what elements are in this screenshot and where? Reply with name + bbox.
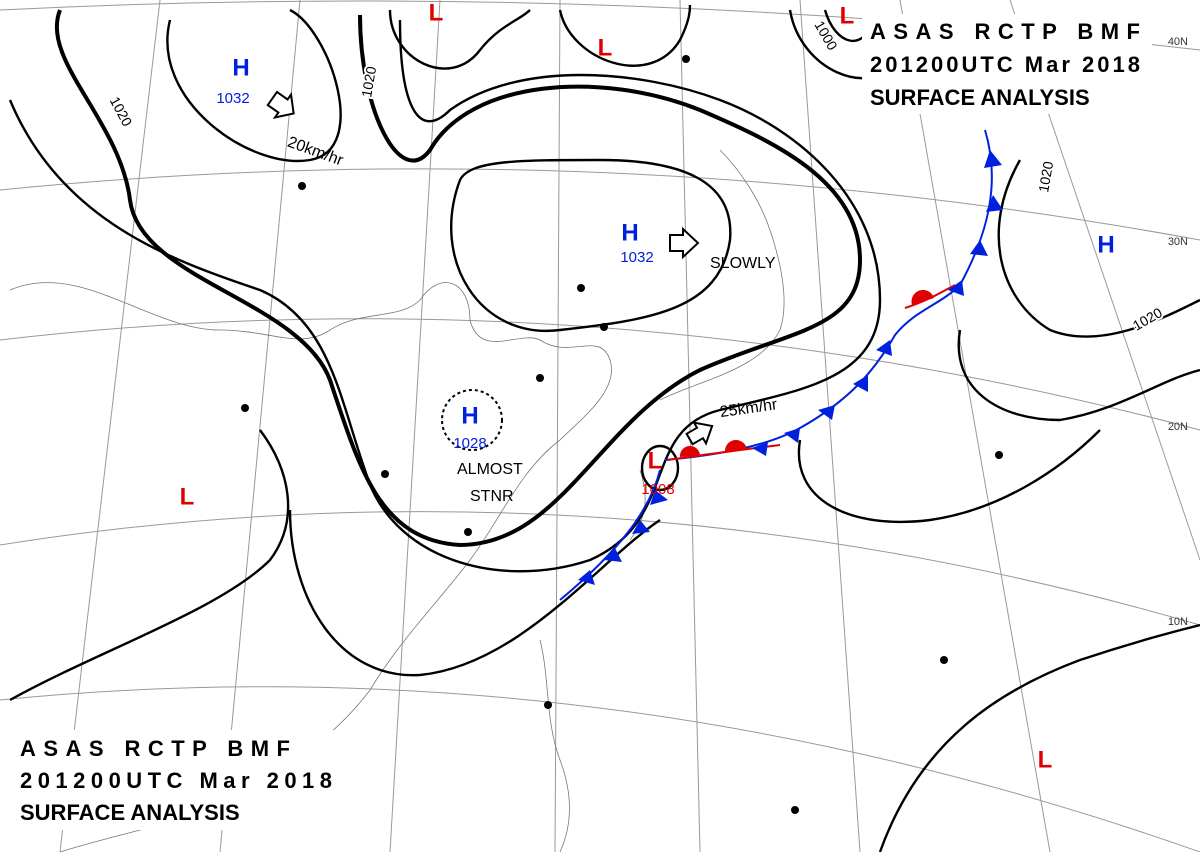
latitude-labels: 40N 30N 20N 10N [1168, 36, 1188, 628]
meridian [554, 0, 561, 852]
latitude-line [0, 168, 1200, 241]
movement-label: SLOWLY [710, 255, 776, 272]
isobar [166, 8, 342, 163]
center-value: 1008 [641, 481, 674, 498]
isobar [288, 509, 661, 677]
meridian [59, 0, 161, 852]
isobar [54, 9, 863, 548]
header-background [862, 14, 1152, 114]
isobar [388, 9, 531, 70]
cold-front [559, 469, 661, 601]
cold-front [664, 129, 993, 461]
center-symbol: H [1097, 231, 1114, 258]
isobar [878, 623, 1200, 852]
isobar [558, 4, 692, 67]
header-top: ASAS RCTP BMF 201200UTC Mar 2018 SURFACE… [862, 14, 1152, 114]
center-symbol: H [461, 402, 478, 429]
center-symbol: L [598, 34, 613, 61]
header-line: 201200UTC Mar 2018 [20, 768, 332, 793]
header-line: 201200UTC Mar 2018 [870, 52, 1140, 77]
isobars [8, 4, 1200, 852]
coastline [9, 282, 612, 852]
pressure-centers: H 1032 H 1032 H 1028 L 1008 L L L H L L [180, 0, 1115, 773]
movement-label: STNR [470, 488, 514, 505]
center-symbol: L [840, 2, 855, 29]
meridian [219, 0, 301, 852]
isobar-dashed [441, 389, 503, 451]
meridian [799, 0, 861, 852]
isobar [997, 159, 1200, 338]
center-value: 1032 [216, 90, 249, 107]
meridian [679, 0, 701, 852]
isobar [8, 19, 882, 573]
coastline [539, 639, 570, 852]
front-triangles [578, 150, 1003, 585]
center-symbol: L [1038, 746, 1053, 773]
center-value: 1028 [453, 435, 486, 452]
isobar [450, 158, 732, 333]
center-symbol: H [621, 219, 638, 246]
latitude-line [0, 318, 1200, 431]
latitude-label: 40N [1168, 36, 1188, 48]
latitude-label: 20N [1168, 421, 1188, 433]
center-value: 1032 [620, 249, 653, 266]
center-symbol: L [180, 483, 195, 510]
latitude-line [0, 511, 1200, 626]
coastline [659, 149, 785, 401]
latitude-label: 10N [1168, 616, 1188, 628]
header-line: SURFACE ANALYSIS [870, 85, 1090, 110]
isobar [797, 429, 1101, 524]
latitude-label: 30N [1168, 236, 1188, 248]
header-background [12, 730, 342, 830]
movement-label: ALMOST [457, 461, 523, 478]
center-symbol: L [648, 447, 663, 474]
center-symbol: L [429, 0, 444, 26]
header-line: SURFACE ANALYSIS [20, 800, 240, 825]
isobar [640, 444, 680, 492]
meridian [899, 0, 1051, 852]
center-symbol: H [232, 54, 249, 81]
header-bottom: ASAS RCTP BMF 201200UTC Mar 2018 SURFACE… [12, 730, 342, 830]
front-semicircles [679, 289, 934, 457]
isobar [957, 329, 1200, 422]
fronts [559, 129, 1003, 601]
isobar [9, 429, 290, 702]
movement-arrows [266, 90, 714, 446]
latitude-line [0, 686, 1200, 852]
stations [241, 55, 1003, 814]
meridian [389, 0, 441, 852]
